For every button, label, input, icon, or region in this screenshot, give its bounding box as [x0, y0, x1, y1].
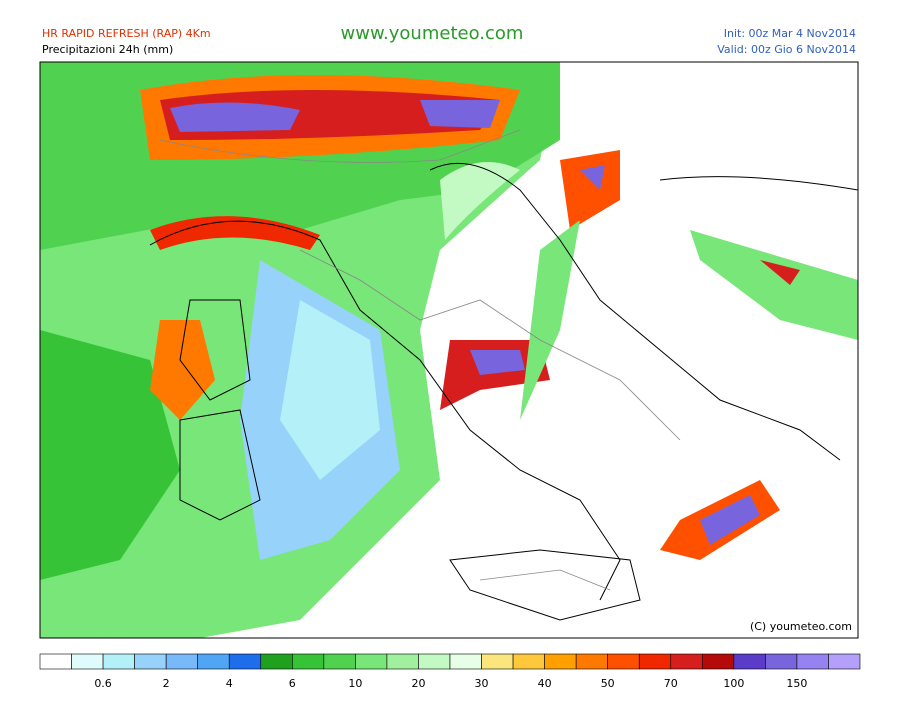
legend-label: 40: [538, 677, 552, 690]
legend-swatch: [292, 653, 325, 670]
legend-swatch: [134, 653, 167, 670]
legend-swatch: [481, 653, 514, 670]
legend-label: 2: [163, 677, 170, 690]
legend-swatch: [733, 653, 766, 670]
legend-swatch: [638, 653, 672, 670]
legend-label: 0.6: [94, 677, 112, 690]
legend-label: 20: [411, 677, 425, 690]
map-frame: [39, 61, 859, 639]
legend-swatch: [39, 653, 72, 670]
legend-label: 10: [348, 677, 362, 690]
legend-label: 50: [601, 677, 615, 690]
legend-swatch: [260, 653, 293, 670]
legend-swatch: [607, 653, 640, 670]
legend-swatch: [449, 653, 482, 670]
legend-swatch: [228, 653, 262, 670]
legend-swatch: [102, 653, 135, 670]
legend-swatch: [418, 653, 451, 670]
legend-label: 30: [475, 677, 489, 690]
legend-swatch: [165, 653, 198, 670]
legend-label: 150: [786, 677, 807, 690]
copyright: (C) youmeteo.com: [750, 620, 852, 633]
map: (C) youmeteo.com: [39, 61, 859, 639]
legend-swatch: [197, 653, 230, 670]
legend-swatch: [765, 653, 798, 670]
legend-swatch: [670, 653, 703, 670]
valid-time: Valid: 00z Gio 6 Nov2014: [717, 43, 856, 56]
site-name: www.youmeteo.com: [341, 23, 524, 44]
legend-label: 4: [226, 677, 233, 690]
legend-swatch: [544, 653, 577, 670]
product-title: Precipitazioni 24h (mm): [42, 43, 173, 56]
legend-swatch: [323, 653, 356, 670]
borders: [159, 129, 681, 591]
legend: 0.6 2 4 6 10 20 30 40 50 70 100 150: [39, 653, 861, 690]
legend-swatch: [386, 653, 419, 670]
precipitation-field: [40, 62, 858, 638]
init-time: Init: 00z Mar 4 Nov2014: [724, 27, 856, 40]
model-title: HR RAPID REFRESH (RAP) 4Km: [42, 27, 211, 40]
legend-swatch: [355, 653, 388, 670]
legend-swatch: [575, 653, 608, 670]
coastlines: [149, 162, 858, 621]
legend-swatch: [71, 653, 104, 670]
legend-swatch: [828, 653, 861, 670]
legend-swatch: [796, 653, 829, 670]
legend-swatch: [702, 653, 735, 670]
legend-label: 70: [664, 677, 678, 690]
legend-label: 6: [289, 677, 296, 690]
legend-label: 100: [723, 677, 744, 690]
legend-swatch: [512, 653, 545, 670]
